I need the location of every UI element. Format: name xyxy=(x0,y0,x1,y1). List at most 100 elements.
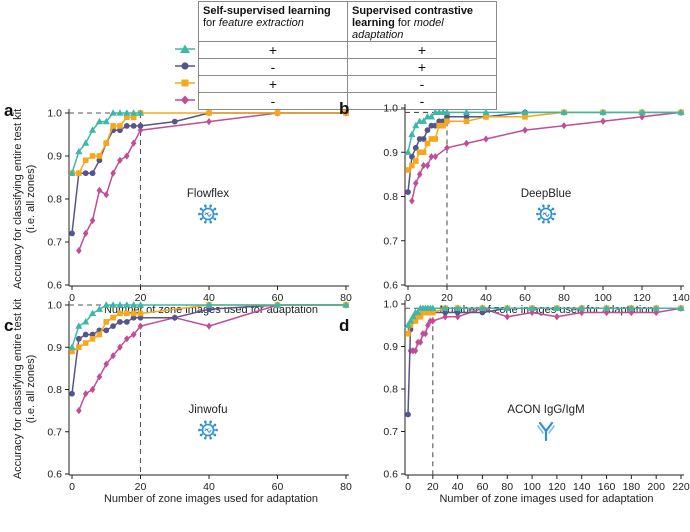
data-point-square xyxy=(96,331,103,338)
data-point-diamond xyxy=(96,186,103,194)
data-point-diamond xyxy=(130,330,137,339)
data-point-square xyxy=(407,322,414,329)
data-point-circle xyxy=(123,319,130,325)
data-point-square xyxy=(110,123,116,129)
data-point-square xyxy=(432,136,439,142)
data-point-diamond xyxy=(103,360,110,368)
x-tick-label: 60 xyxy=(272,292,284,304)
data-point-diamond xyxy=(600,117,606,125)
y-tick-label: 1.0 xyxy=(383,299,398,311)
series-diamond xyxy=(409,108,684,205)
data-point-diamond xyxy=(425,321,431,329)
legend-row-square: + - xyxy=(172,75,497,93)
data-point-triangle xyxy=(102,117,110,125)
chart-panel-b: b 0.6 0.7 0.8 0.9 1.0 0 20 40 60 80 100 120 140 Number… xyxy=(339,99,690,316)
y-axis-label-sub: (i.e. all zones) xyxy=(25,355,37,423)
data-point-diamond xyxy=(110,352,116,360)
chart-title: ACON IgG/IgM xyxy=(507,404,584,416)
data-point-triangle xyxy=(478,304,487,311)
data-point-diamond xyxy=(110,169,116,177)
circle-marker-icon xyxy=(175,61,195,70)
data-point-circle xyxy=(69,390,75,397)
data-point-triangle xyxy=(130,109,138,116)
data-point-square xyxy=(436,122,442,129)
data-point-triangle xyxy=(482,108,490,116)
data-point-circle xyxy=(117,319,123,325)
x-tick-label: 200 xyxy=(647,481,665,493)
data-point-triangle xyxy=(404,321,412,328)
x-tick-label: 0 xyxy=(69,292,75,304)
x-tick-label: 80 xyxy=(501,481,513,493)
data-point-diamond xyxy=(444,144,450,152)
data-point-triangle xyxy=(404,148,412,155)
data-point-triangle xyxy=(75,147,83,155)
x-axis-label: Number of zone images used for adaptatio… xyxy=(439,493,653,505)
x-tick-label: 0 xyxy=(405,481,411,493)
data-point-diamond xyxy=(463,139,470,147)
legend-header-scl-title: Supervised contrastive xyxy=(352,5,474,17)
x-tick-label: 20 xyxy=(135,292,147,304)
series-diamond xyxy=(76,109,349,255)
diamond-marker-icon xyxy=(175,95,195,104)
data-point-triangle xyxy=(136,109,145,116)
x-tick-label: 40 xyxy=(203,481,215,493)
data-point-circle xyxy=(75,335,82,342)
x-tick-label: 180 xyxy=(623,481,641,493)
panel-label: a xyxy=(4,101,14,120)
data-point-triangle xyxy=(88,309,97,317)
data-point-diamond xyxy=(117,343,123,351)
data-point-diamond xyxy=(639,113,645,121)
y-tick-label: 0.8 xyxy=(47,194,62,206)
x-tick-label: 160 xyxy=(598,481,616,493)
data-point-triangle xyxy=(427,113,435,120)
data-point-circle xyxy=(130,123,137,129)
triangle-marker-icon xyxy=(175,44,195,53)
virus-icon xyxy=(198,420,218,440)
data-point-triangle xyxy=(627,304,635,311)
data-point-square xyxy=(428,136,435,142)
data-point-square xyxy=(343,110,349,116)
data-point-circle xyxy=(171,118,178,125)
x-tick-label: 120 xyxy=(548,481,566,493)
series-triangle xyxy=(68,109,145,176)
data-point-circle xyxy=(110,323,116,330)
data-point-triangle xyxy=(130,301,138,308)
x-tick-label: 80 xyxy=(340,481,352,493)
data-point-square xyxy=(103,319,110,325)
data-point-triangle xyxy=(273,301,282,308)
data-point-diamond xyxy=(554,313,560,321)
chart-panel-d: d 0.6 0.7 0.8 0.9 1.0 0 20 40 60 80 100 120 140 160 180… xyxy=(339,299,690,506)
data-point-triangle xyxy=(116,301,124,308)
data-point-triangle xyxy=(420,117,428,124)
y-tick-label: 1.0 xyxy=(47,300,62,312)
x-tick-label: 20 xyxy=(441,292,453,304)
x-tick-label: 40 xyxy=(452,481,464,493)
data-point-triangle xyxy=(677,304,685,311)
data-point-triangle xyxy=(528,304,536,311)
data-point-square xyxy=(412,318,419,324)
data-point-square xyxy=(76,170,82,176)
panel-label: c xyxy=(4,316,13,335)
data-point-diamond xyxy=(561,122,567,130)
data-point-square xyxy=(206,110,212,116)
data-point-diamond xyxy=(416,170,423,178)
legend-header-scl-purpose: model adaptation xyxy=(352,17,444,41)
x-tick-label: 100 xyxy=(523,481,541,493)
legend-table: Self-supervised learning for feature ext… xyxy=(172,1,497,110)
data-point-diamond xyxy=(409,197,415,205)
legend-row-diamond: - - xyxy=(172,92,497,110)
data-point-diamond xyxy=(82,390,89,398)
x-tick-label: 140 xyxy=(573,481,591,493)
series-line-circle xyxy=(407,111,681,193)
data-point-triangle xyxy=(441,304,449,311)
data-point-triangle xyxy=(116,109,124,116)
data-point-triangle xyxy=(521,108,529,116)
legend-header-ssl-purpose: feature extraction xyxy=(218,17,304,29)
y-tick-label: 0.7 xyxy=(47,426,62,438)
x-axis-label: Number of zone images used for adaptatio… xyxy=(104,493,318,505)
data-point-diamond xyxy=(413,179,419,187)
data-point-triangle xyxy=(503,304,511,311)
antibody-icon xyxy=(537,421,555,442)
y-axis-label-sub: (i.e. all zones) xyxy=(25,165,37,233)
data-point-triangle xyxy=(599,108,607,116)
